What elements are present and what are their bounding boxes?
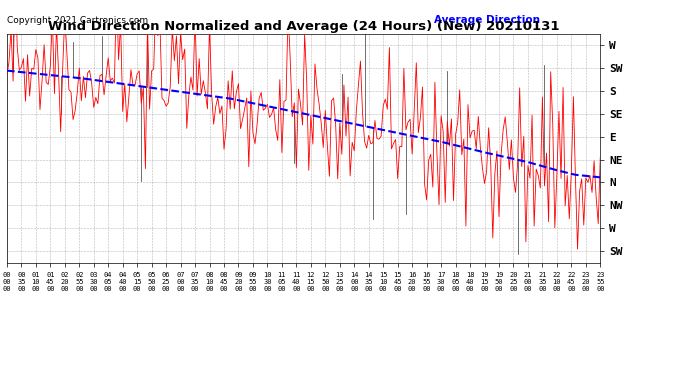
Title: Wind Direction Normalized and Average (24 Hours) (New) 20210131: Wind Direction Normalized and Average (2… [48,20,560,33]
Text: Average Direction: Average Direction [434,15,540,25]
Text: Copyright 2021 Cartronics.com: Copyright 2021 Cartronics.com [7,16,148,25]
